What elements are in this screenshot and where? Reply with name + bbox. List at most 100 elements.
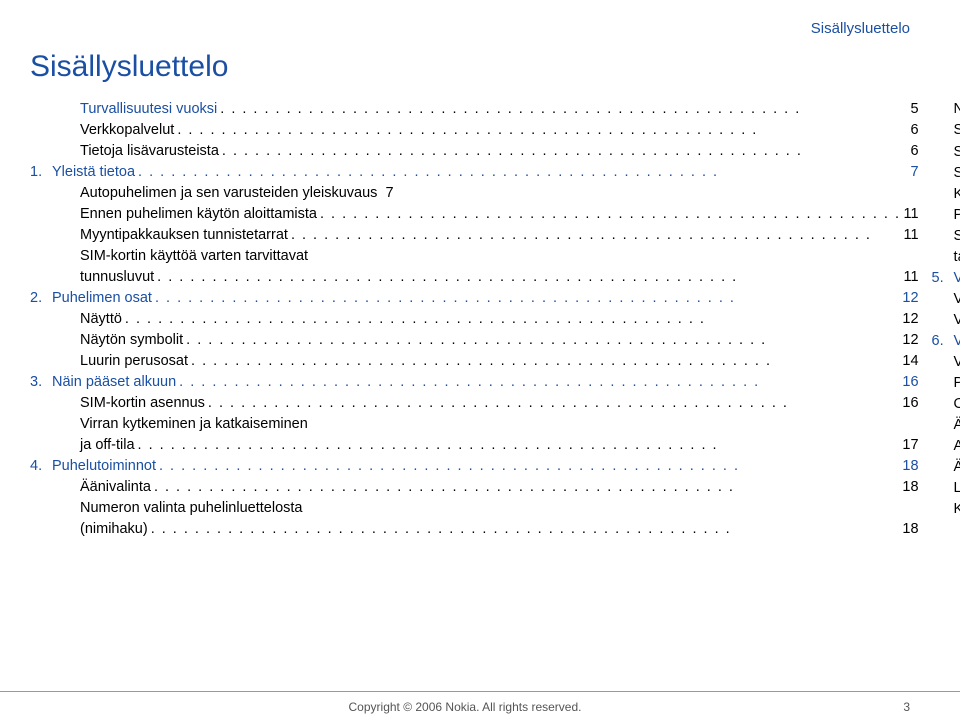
dot-leader <box>138 435 900 456</box>
toc-label: Äänten asetukset <box>954 415 960 436</box>
toc-entry: Ennen puhelimen käytön aloittamista11 <box>30 204 919 225</box>
toc-entry: Koputuspalvelu20 <box>954 184 960 205</box>
toc-label: Asetukset <box>954 436 960 457</box>
toc-line-continuation: SIM-kortin käyttöä varten tarvittavat <box>30 246 919 267</box>
page: Sisällysluettelo Sisällysluettelo Turval… <box>0 0 960 660</box>
toc-label: Myyntipakkauksen tunnistetarrat <box>80 225 288 246</box>
toc-label: (nimihaku) <box>80 519 148 540</box>
toc-entry: Viestit25 <box>954 352 960 373</box>
dot-leader <box>186 330 899 351</box>
toc-heading: 6.Valikkotoiminnot25 <box>932 331 960 352</box>
toc-label: ja off-tila <box>80 435 135 456</box>
dot-leader <box>154 477 899 498</box>
toc-entry: Tietoja lisävarusteista 6 <box>30 141 919 162</box>
toc-label: Yleistä tietoa <box>52 162 135 183</box>
dot-leader <box>208 393 899 414</box>
toc-page-number: 18 <box>902 477 918 498</box>
toc-label: Soittaminen NaviTM wheel -näppäimen avul… <box>954 141 960 163</box>
toc-label: Turvallisuutesi vuoksi <box>80 99 217 120</box>
toc-label: Langaton Bluetooth-tekniikka <box>954 478 960 499</box>
toc-entry: Äänivalinta 18 <box>30 477 919 498</box>
toc-heading: 4.Puhelutoiminnot18 <box>30 456 919 477</box>
toc-label: Puhelunaikaiset toiminnot <box>954 205 960 226</box>
footer-copyright: Copyright © 2006 Nokia. All rights reser… <box>50 700 880 714</box>
toc-label: Numeron uudelleenvalinta <box>954 99 960 120</box>
toc-page-number: 7 <box>385 183 393 204</box>
toc-label: Verkkopalvelut <box>80 120 174 141</box>
toc-entry: tunnusluvut11 <box>30 267 919 288</box>
page-title: Sisällysluettelo <box>30 50 910 84</box>
toc-section-number: 2. <box>30 288 52 309</box>
toc-entry: Valikkoluettelo22 <box>954 310 960 331</box>
dot-leader <box>222 141 908 162</box>
toc-page-number: 12 <box>902 330 918 351</box>
toc-entry: Turvallisuutesi vuoksi5 <box>30 99 919 120</box>
toc-entry: SIM-kortin asennus 16 <box>30 393 919 414</box>
dot-leader <box>320 204 901 225</box>
dot-leader <box>177 120 907 141</box>
toc-label: Äänivalinta <box>80 477 151 498</box>
toc-entry: Näytön symbolit12 <box>30 330 919 351</box>
toc-entry: Puhelutiedot28 <box>954 373 960 394</box>
toc-entry: Asetukset33 <box>954 436 960 457</box>
toc-page-number: 7 <box>910 162 918 183</box>
toc-label: Soittaminen näppäimistön avulla <box>954 120 960 141</box>
toc-label: Osoitekirja <box>954 394 960 415</box>
toc-entry: (nimihaku)18 <box>30 519 919 540</box>
toc-line-continuation: Saapuvan puhelun vastaanottaminen <box>954 226 960 247</box>
toc-heading: 3.Näin pääset alkuun16 <box>30 372 919 393</box>
footer-page-number: 3 <box>880 700 910 714</box>
toc-page-number: 17 <box>902 435 918 456</box>
toc-entry: tai hylkääminen21 <box>954 247 960 268</box>
toc-label: Näin pääset alkuun <box>52 372 176 393</box>
toc-left-column: Turvallisuutesi vuoksi5Verkkopalvelut6Ti… <box>30 99 919 540</box>
toc-page-number: 11 <box>903 267 918 288</box>
toc-label: Valikkoluettelo <box>954 310 960 331</box>
toc-entry: Soittaminen näppäimistön avulla19 <box>954 120 960 141</box>
toc-section-number: 6. <box>932 331 954 352</box>
toc-line-continuation: Numeron valinta puhelinluettelosta <box>30 498 919 519</box>
toc-page-number: 12 <box>902 288 918 309</box>
toc-entry: Langaton Bluetooth-tekniikka44 <box>954 478 960 499</box>
toc-label: Näyttö <box>80 309 122 330</box>
toc-section-number: 5. <box>932 268 954 289</box>
toc-entry: Äänten asetukset33 <box>954 415 960 436</box>
toc-page-number: 16 <box>902 393 918 414</box>
toc-label: Viestit <box>954 352 960 373</box>
toc-label: Ennen puhelimen käytön aloittamista <box>80 204 317 225</box>
toc-right-column: Numeron uudelleenvalinta19Soittaminen nä… <box>954 99 960 540</box>
toc-entry: Käyttäjätiedot47 <box>954 499 960 520</box>
toc-entry: Osoitekirja30 <box>954 394 960 415</box>
toc-label: Valikkotoimintoon pääseminen <box>954 289 960 310</box>
toc-entry: Soittaminen NaviTM wheel -näppäimen avul… <box>954 141 960 163</box>
dot-leader <box>291 225 901 246</box>
running-header: Sisällysluettelo <box>811 20 910 37</box>
toc-label: Luurin perusosat <box>80 351 188 372</box>
toc-page-number: 11 <box>903 225 918 246</box>
toc-page-number: 14 <box>902 351 918 372</box>
toc-label: Puhelimen osat <box>52 288 152 309</box>
toc-entry: Verkkopalvelut 6 <box>30 120 919 141</box>
dot-leader <box>179 372 899 393</box>
toc-columns: Turvallisuutesi vuoksi5Verkkopalvelut6Ti… <box>30 99 910 540</box>
toc-label: Tietoja lisävarusteista <box>80 141 219 162</box>
toc-label: SIM-kortin asennus <box>80 393 205 414</box>
toc-heading: 5.Valikon käyttäminen22 <box>932 268 960 289</box>
toc-label: Autopuhelimen ja sen varusteiden yleisku… <box>80 183 377 204</box>
toc-page-number: 6 <box>910 120 918 141</box>
toc-page-number: 12 <box>902 309 918 330</box>
toc-line-continuation: Virran kytkeminen ja katkaiseminen <box>30 414 919 435</box>
toc-section-number: 3. <box>30 372 52 393</box>
toc-section-number: 1. <box>30 162 52 183</box>
dot-leader <box>191 351 899 372</box>
toc-entry: ja off-tila 17 <box>30 435 919 456</box>
toc-page-number: 6 <box>910 141 918 162</box>
toc-entry: Äänitys43 <box>954 457 960 478</box>
dot-leader <box>159 456 899 477</box>
toc-heading: 2.Puhelimen osat 12 <box>30 288 919 309</box>
dot-leader <box>125 309 899 330</box>
toc-entry: Näyttö 12 <box>30 309 919 330</box>
toc-label: Valikkotoiminnot <box>954 331 960 352</box>
toc-entry: Myyntipakkauksen tunnistetarrat 11 <box>30 225 919 246</box>
toc-entry: Luurin perusosat 14 <box>30 351 919 372</box>
